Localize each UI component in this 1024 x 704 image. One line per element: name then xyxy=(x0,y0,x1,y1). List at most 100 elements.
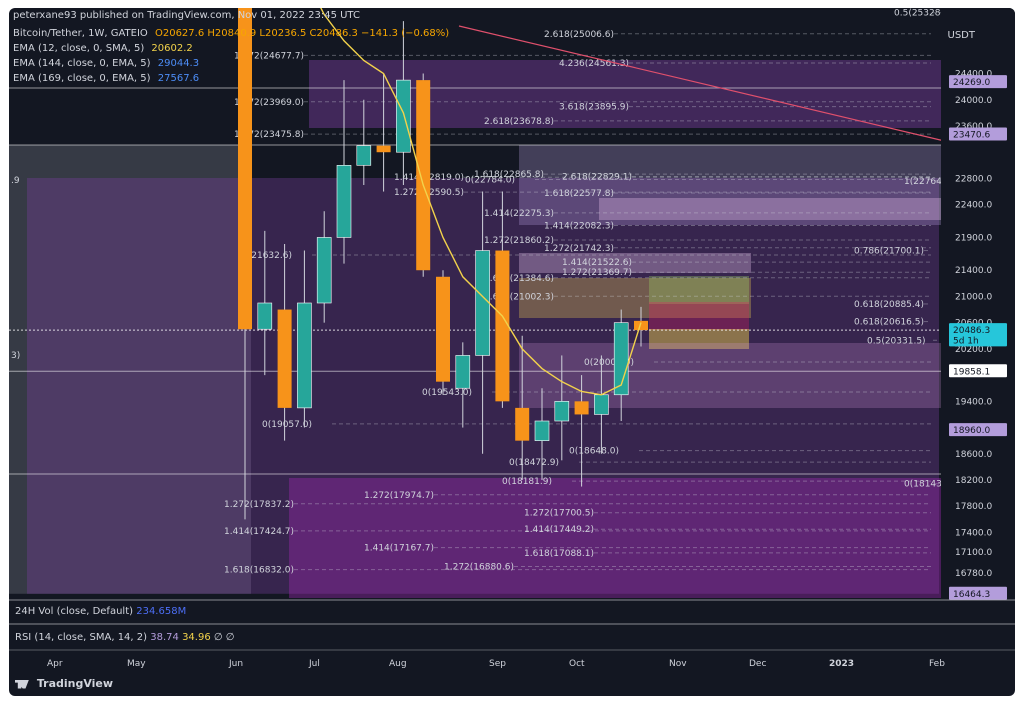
price-badge xyxy=(949,423,1007,437)
zone-upper-purple xyxy=(309,60,941,128)
fib-level-label: 1.272(21860.2) xyxy=(484,236,554,246)
publish-header: peterxane93 published on TradingView.com… xyxy=(13,10,360,21)
candle-body xyxy=(495,250,510,402)
price-badge-label: 20486.3 xyxy=(953,326,990,336)
fib-level-label: 0(19543.0) xyxy=(422,388,472,398)
symbol-name[interactable]: Bitcoin/Tether, 1W, GATEIO xyxy=(13,28,148,39)
zone-olive xyxy=(519,278,751,318)
fib-level-label: 1.272(23969.0) xyxy=(234,98,304,108)
price-axis-bg xyxy=(941,8,1015,598)
left-edge-label: .9 xyxy=(11,176,20,186)
fib-level-label: 1.618(17088.1) xyxy=(524,549,594,559)
price-badge-label: 24269.0 xyxy=(953,78,990,88)
fib-level-label: 1.414(17449.2) xyxy=(524,525,594,535)
indicator-legend: Bitcoin/Tether, 1W, GATEIO O20627.6 H208… xyxy=(13,26,453,86)
trend-line xyxy=(458,25,954,144)
zone-yellow xyxy=(649,329,749,349)
fib-level-label: 1.618(22865.8) xyxy=(474,170,544,180)
fib-level-label: 0.5(25328.1) xyxy=(894,9,953,19)
chart-canvas[interactable]: 0.5(25328.1) 2.618(25006.6) 4.236(24561.3)… xyxy=(9,8,1015,696)
time-axis-label: Jul xyxy=(308,659,320,669)
candle-body xyxy=(238,8,252,330)
price-tick-label: 17400.0 xyxy=(955,528,992,538)
zone-band-light xyxy=(599,198,941,220)
tradingview-logo-icon xyxy=(15,679,29,689)
fib-level-label: 0(20000.0) xyxy=(584,358,634,368)
zone-upper-lavender xyxy=(519,145,941,225)
fib-level-label: 0(18648.0) xyxy=(569,447,619,457)
price-badge xyxy=(949,127,1007,141)
ema3-row[interactable]: EMA (169, close, 0, EMA, 5) 27567.6 xyxy=(13,71,453,86)
candle-body xyxy=(277,309,292,408)
ema2-label: EMA (144, close, 0, EMA, 5) xyxy=(13,58,151,69)
fib-level-label: 1.272(17974.7) xyxy=(364,491,434,501)
left-edge-label: 3) xyxy=(11,351,20,361)
fib-level-label: 0.5(20331.5) xyxy=(867,336,926,346)
price-tick-label: 21000.0 xyxy=(955,292,992,302)
candle-body xyxy=(316,237,332,304)
time-axis-label: Apr xyxy=(47,659,63,669)
fib-level-label: 1.272(17837.2) xyxy=(224,500,294,510)
candle-body xyxy=(356,145,372,166)
candle-body xyxy=(436,276,450,382)
fib-level-label: 0.618(20885.4) xyxy=(854,300,924,310)
fib-level-label: 0.618(20616.5) xyxy=(854,318,924,328)
candle-body xyxy=(257,302,273,330)
ema2-row[interactable]: EMA (144, close, 0, EMA, 5) 29044.3 xyxy=(13,56,453,71)
price-badge xyxy=(949,586,1007,600)
fib-level-label: 1.272(24677.7) xyxy=(234,51,304,61)
fib-level-label: 2.618(25006.6) xyxy=(544,30,614,40)
time-axis-label: 2023 xyxy=(829,659,854,669)
price-tick-label: 20200.0 xyxy=(955,345,992,355)
time-axis-label: Nov xyxy=(669,659,687,669)
fib-level-label: 0(18143.0) xyxy=(904,480,954,490)
volume-value: 234.658M xyxy=(136,606,187,617)
volume-label: 24H Vol (close, Default) xyxy=(15,606,134,617)
candle-body xyxy=(336,165,352,238)
rsi-label: RSI (14, close, SMA, 14, 2) xyxy=(15,632,148,643)
time-axis-label: Jun xyxy=(228,659,243,669)
ema3-value: 27567.6 xyxy=(157,73,200,84)
price-badge xyxy=(949,333,1007,347)
rsi-pane-label[interactable]: RSI (14, close, SMA, 14, 2) 38.74 34.96 … xyxy=(15,632,235,643)
fib-level-label: 1.414(17167.7) xyxy=(364,544,434,554)
currency-label: USDT xyxy=(947,30,975,41)
fib-level-label: 0(18472.9) xyxy=(509,458,559,468)
candle-body xyxy=(594,394,609,415)
time-axis-label: Oct xyxy=(569,659,585,669)
candle-body xyxy=(554,401,570,422)
ema1-label: EMA (12, close, 0, SMA, 5) xyxy=(13,43,145,54)
price-tick-label: 22800.0 xyxy=(955,174,992,184)
fib-level-label: 1.414(22082.3) xyxy=(544,221,614,231)
time-axis-label: Feb xyxy=(929,659,945,669)
rsi-suffix: ∅ ∅ xyxy=(213,632,235,643)
price-badge xyxy=(949,323,1007,337)
candle-body xyxy=(396,79,411,153)
price-badge-label: 16464.3 xyxy=(953,590,990,600)
fib-level-label: 0.786(21700.1) xyxy=(854,247,924,257)
fib-level-label: 3.618(23895.9) xyxy=(559,103,629,113)
ema3-label: EMA (169, close, 0, EMA, 5) xyxy=(13,73,151,84)
fib-level-label: 2.618(22829.1) xyxy=(562,173,632,183)
fib-level-label: 0(22784.0) xyxy=(465,175,515,185)
volume-pane-label[interactable]: 24H Vol (close, Default) 234.658M xyxy=(15,606,186,617)
footer-brand[interactable]: TradingView xyxy=(15,677,113,690)
price-tick-label: 17100.0 xyxy=(955,548,992,558)
ema1-row[interactable]: EMA (12, close, 0, SMA, 5) 20602.2 xyxy=(13,41,453,56)
fib-level-label: 1.272(16880.6) xyxy=(444,562,514,572)
rsi-value: 38.74 xyxy=(150,632,179,643)
candle-body xyxy=(416,80,431,271)
zone-pink xyxy=(649,302,749,330)
price-badge-label: 18960.0 xyxy=(953,426,990,436)
candle-body xyxy=(376,145,391,153)
candle-body xyxy=(455,355,471,389)
price-badge xyxy=(949,364,1007,378)
time-axis-label: Sep xyxy=(489,659,506,669)
fib-level-label: 2.618(23678.8) xyxy=(484,117,554,127)
ema1-value: 20602.2 xyxy=(151,43,193,54)
price-tick-label: 18200.0 xyxy=(955,476,992,486)
zone-lower-magenta xyxy=(289,478,941,598)
fib-level-label: 1.414(22275.3) xyxy=(484,209,554,219)
zone-green xyxy=(649,276,749,304)
price-tick-label: 21900.0 xyxy=(955,233,992,243)
